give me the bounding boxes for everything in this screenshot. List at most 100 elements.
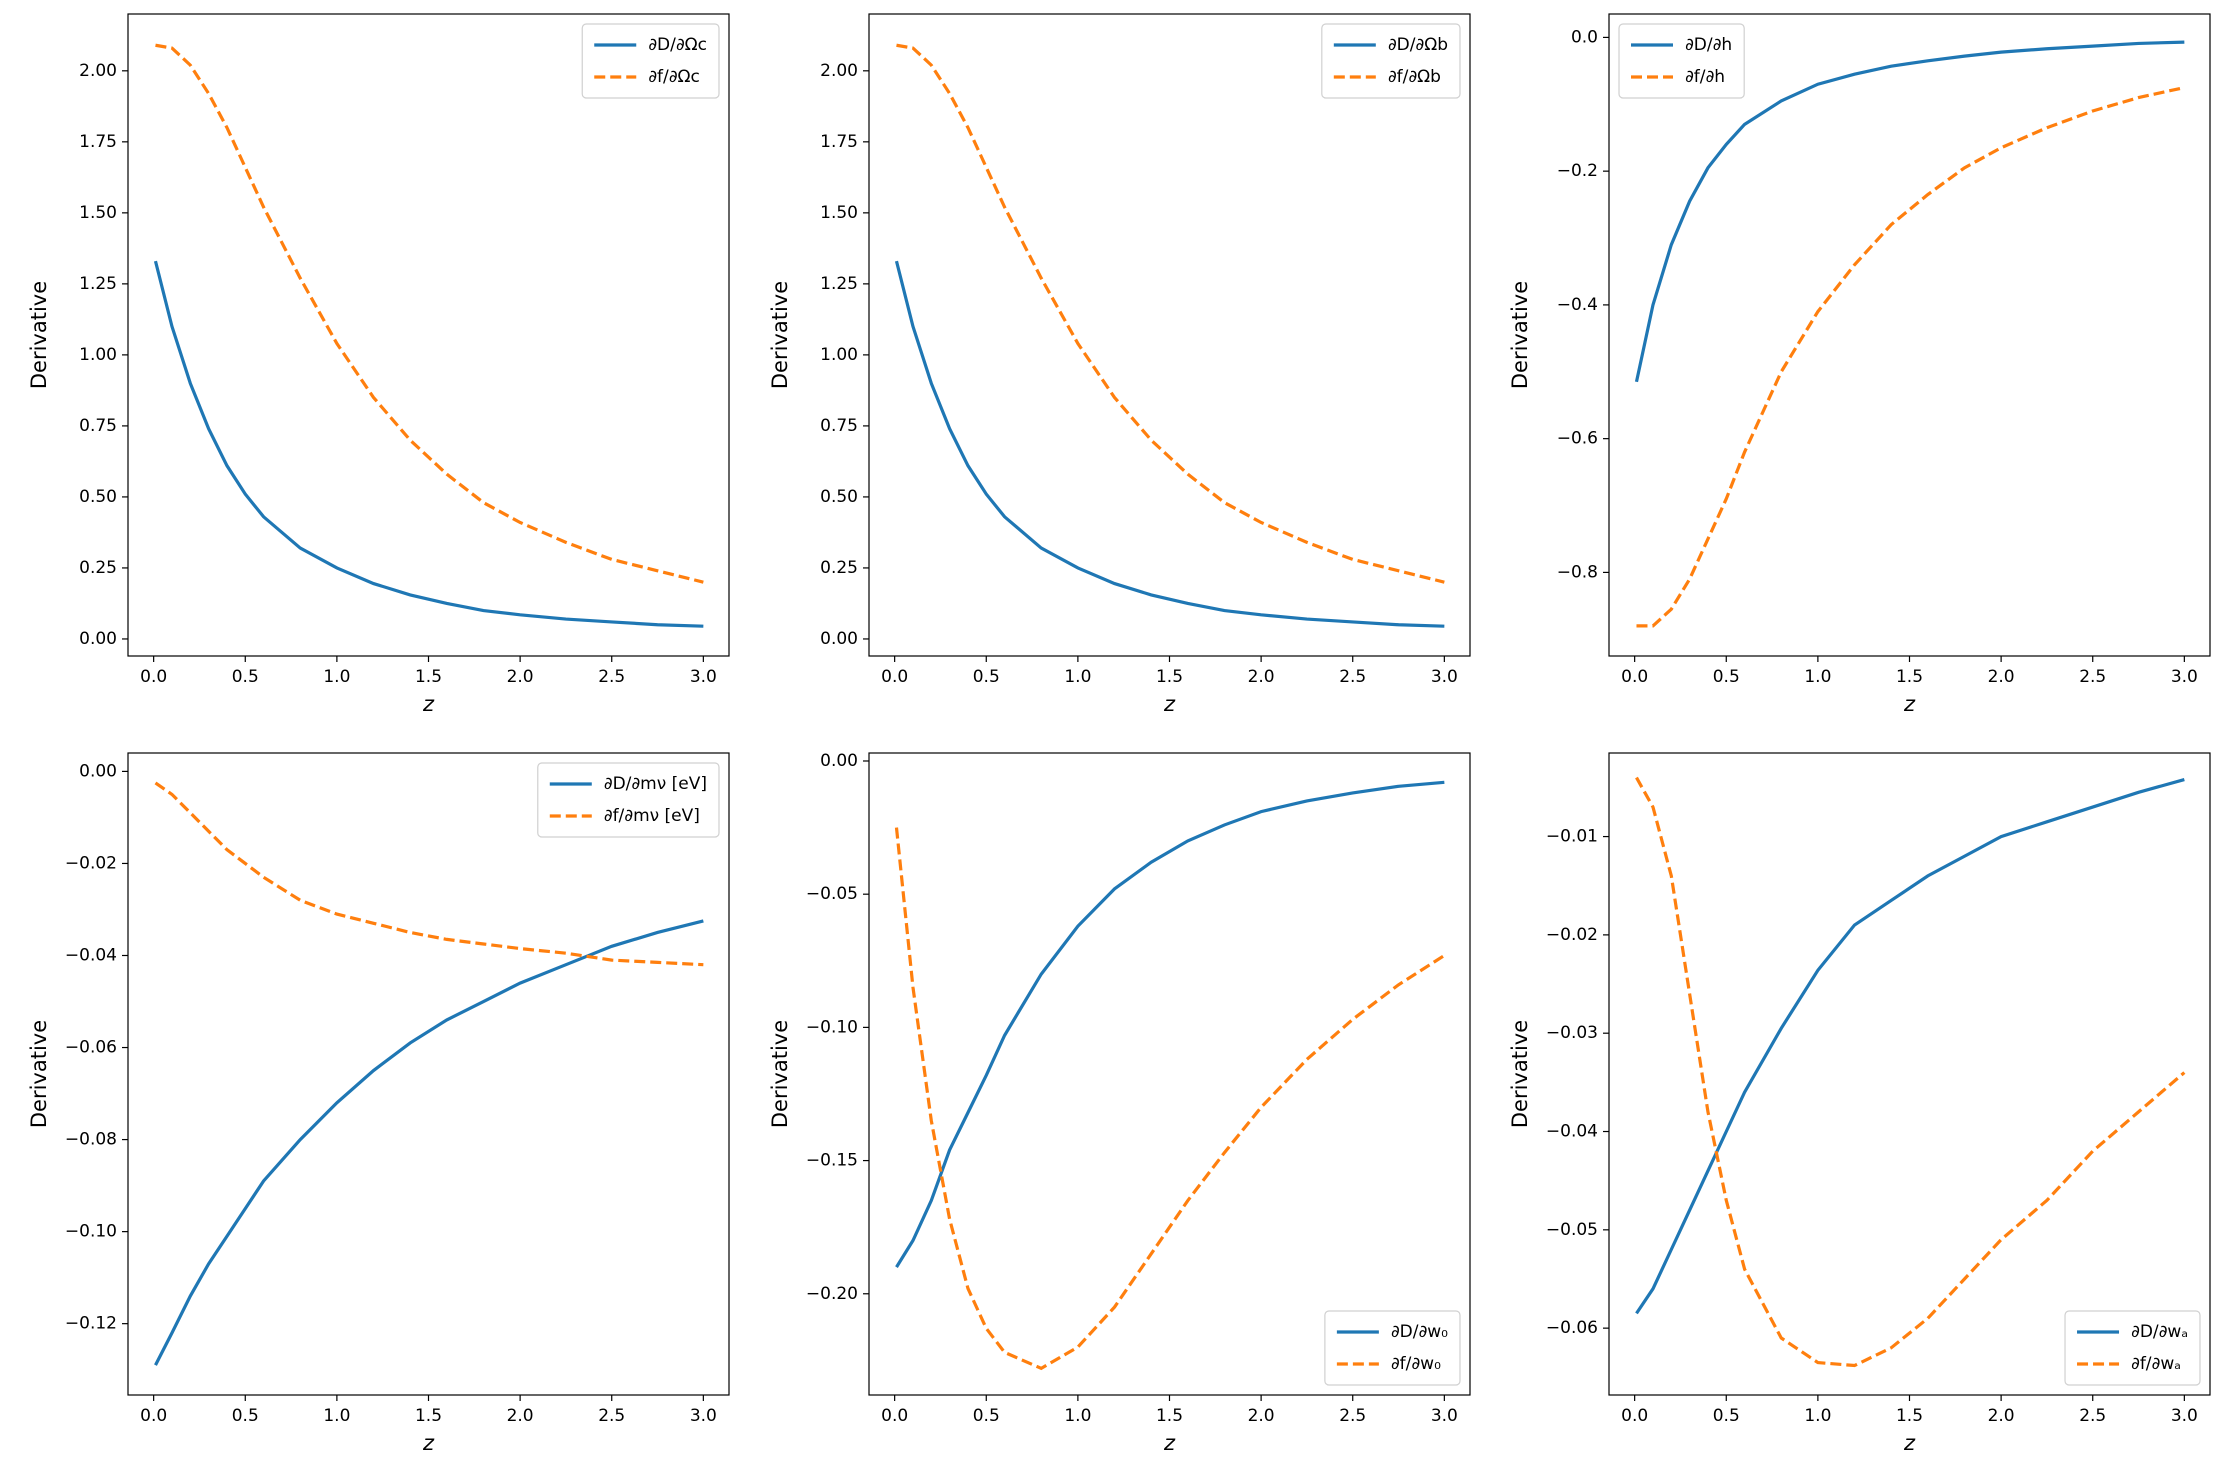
x-tick-label: 0.0 [881,1406,908,1426]
subplot: 0.0 0.5 1.0 1.5 2.0 2.5 3.0 −0.01 −0.02 −0.03 −0.0… [1508,752,2211,1455]
x-tick-label: 0.0 [140,667,167,687]
x-tick-label: 3.0 [690,1406,717,1426]
y-axis-label: Derivative [768,1020,792,1128]
series-line [155,43,704,584]
legend-label: ∂D/∂w₀ [1391,1322,1448,1342]
x-tick-label: 0.5 [1713,1406,1740,1426]
y-tick-label: −0.10 [65,1222,117,1242]
legend: ∂D/∂h ∂f/∂h [1618,23,1745,99]
x-tick-label: 0.0 [1621,1406,1648,1426]
x-tick-label: 0.5 [973,667,1000,687]
x-tick-label: 0.5 [973,1406,1000,1426]
y-tick-label: 0.75 [820,416,858,436]
y-tick-label: 2.00 [820,61,858,81]
y-axis-label: Derivative [768,281,792,389]
y-tick-label: −0.15 [806,1151,858,1171]
x-tick-label: 1.5 [1156,667,1183,687]
subplot: 0.0 0.5 1.0 1.5 2.0 2.5 3.0 0.00 −0.02 −0.04 −0.06… [27,752,730,1455]
x-tick-label: 1.5 [1156,1406,1183,1426]
x-tick-label: 2.5 [2079,667,2106,687]
subplot: 0.0 0.5 1.0 1.5 2.0 2.5 3.0 0.00 −0.05 −0.10 −0.15… [768,751,1471,1455]
legend: ∂D/∂w₀ ∂f/∂w₀ [1324,1310,1461,1386]
x-tick-label: 2.0 [507,1406,534,1426]
legend-label: ∂f/∂h [1685,67,1725,87]
y-tick-label: 0.00 [820,629,858,649]
legend-box [1321,23,1461,99]
y-tick-label: −0.01 [1546,827,1598,847]
x-tick-label: 2.5 [598,1406,625,1426]
x-axis-label: z [1903,692,1916,716]
y-tick-label: −0.10 [806,1017,858,1037]
series-line [895,780,1445,1268]
y-tick-label: 0.00 [820,751,858,771]
x-tick-label: 2.0 [1248,667,1275,687]
legend-label: ∂f/∂wₐ [2131,1354,2181,1374]
y-tick-label: −0.4 [1557,295,1598,315]
x-tick-label: 0.0 [140,1406,167,1426]
x-tick-label: 1.5 [415,1406,442,1426]
series-line [894,827,1446,1371]
series-line [1635,778,2185,1315]
subplot: 0.0 0.5 1.0 1.5 2.0 2.5 3.0 0.0 −0.2 −0.4 −0.6 −0.8… [1508,13,2211,716]
x-tick-label: 1.0 [1064,1406,1091,1426]
x-axis-label: z [422,692,435,716]
y-tick-label: −0.08 [65,1130,117,1150]
y-tick-label: 1.75 [820,132,858,152]
y-tick-label: 1.50 [79,203,117,223]
series-line [1635,776,2186,1368]
y-tick-label: 0.0 [1571,27,1598,47]
y-tick-label: 0.50 [79,487,117,507]
x-tick-label: 2.0 [507,667,534,687]
y-tick-label: 0.00 [79,629,117,649]
y-tick-label: 2.00 [79,61,117,81]
legend-box [537,762,720,838]
subplot: 0.0 0.5 1.0 1.5 2.0 2.5 3.0 0.00 0.25 0.50 0.75 1.0… [768,13,1471,716]
y-tick-label: −0.06 [1546,1318,1598,1338]
series-line [896,43,1445,584]
series-line [154,919,704,1366]
axes-frame [1608,752,2211,1396]
x-axis-label: z [422,1431,435,1455]
legend-box [1618,23,1745,99]
x-tick-label: 0.0 [1621,667,1648,687]
legend-label: ∂D/∂wₐ [2131,1322,2188,1342]
y-tick-label: −0.02 [1546,925,1598,945]
y-tick-label: −0.05 [1546,1220,1598,1240]
legend-label: ∂f/∂Ωc [648,67,700,87]
y-tick-label: −0.12 [65,1314,117,1334]
y-tick-label: 1.75 [79,132,117,152]
y-tick-label: 1.25 [79,274,117,294]
y-tick-label: 1.50 [820,203,858,223]
legend-label: ∂f/∂mν [eV] [604,806,700,826]
y-tick-label: 0.00 [79,761,117,781]
x-axis-label: z [1903,1431,1916,1455]
x-tick-label: 0.5 [232,667,259,687]
y-axis-label: Derivative [1508,1020,1532,1128]
x-tick-label: 0.5 [232,1406,259,1426]
legend-label: ∂f/∂w₀ [1391,1354,1441,1374]
y-tick-label: −0.04 [65,945,117,965]
y-tick-label: −0.2 [1557,161,1598,181]
x-tick-label: 2.0 [1988,667,2015,687]
legend: ∂D/∂Ωc ∂f/∂Ωc [581,23,720,99]
x-tick-label: 2.0 [1988,1406,2015,1426]
x-axis-label: z [1163,692,1176,716]
x-tick-label: 2.5 [1339,667,1366,687]
y-tick-label: −0.05 [806,884,858,904]
series-line [894,260,1445,628]
x-tick-label: 0.0 [881,667,908,687]
axes-frame [127,752,730,1396]
x-tick-label: 1.5 [415,667,442,687]
x-tick-label: 3.0 [690,667,717,687]
x-tick-label: 2.5 [598,667,625,687]
x-tick-label: 2.5 [1339,1406,1366,1426]
y-tick-label: 0.75 [79,416,117,436]
x-tick-label: 3.0 [1431,667,1458,687]
y-tick-label: 0.25 [820,558,858,578]
y-tick-label: −0.8 [1557,562,1598,582]
legend-label: ∂D/∂Ωb [1388,35,1448,55]
x-tick-label: 1.5 [1896,1406,1923,1426]
y-tick-label: −0.06 [65,1038,117,1058]
axes-frame [1608,13,2211,657]
y-tick-label: 1.25 [820,274,858,294]
